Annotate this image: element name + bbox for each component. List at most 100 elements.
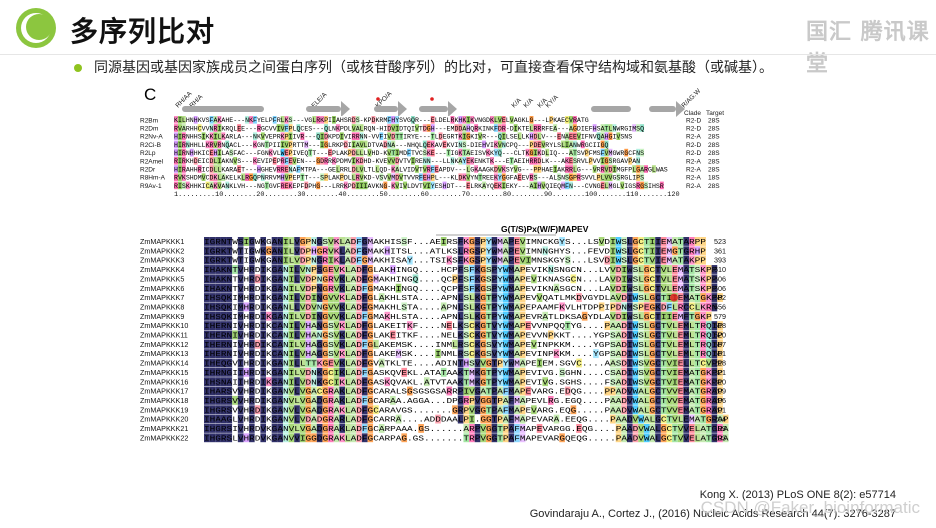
clade-label: R2-D — [686, 126, 701, 133]
seq-text: IHAKNTVHRDIKGANILVNPSGEVKLADFGLAKHINGQ..… — [204, 267, 718, 275]
seq-text: IGRNTWSIGWKGANILVGPNGSVKLADFGMAKHISSF...… — [204, 239, 707, 247]
col-header: Clade — [684, 110, 701, 117]
seq-text: IHAKNTVHRDIKGANILVDPNGRVKLADFGMAKHINGQ..… — [204, 276, 718, 284]
seq-text: RVARHHCVVNRIKRQLEE---RGCVVIVFPLQCES---QL… — [174, 125, 644, 132]
secondary-structure-arrows — [182, 97, 685, 117]
target-label: 28S — [708, 158, 720, 165]
seq-text: RISKHHKICAKVANKLVH---NGTGVFREKEPFDPHG---… — [174, 183, 664, 190]
clade-label: R2-A — [686, 167, 701, 174]
seq-name: ZmMAPKKK5 — [140, 274, 184, 283]
target-label: 28S — [708, 134, 720, 141]
seq-text: IHGRSIVHRDVKGANVLVGADGRAKLADFGCARPAAA.GS… — [204, 426, 729, 434]
seq-name: ZmMAPKKK19 — [140, 405, 188, 414]
seq-name: R9Av-1 — [140, 183, 162, 190]
seq-name: ZmMAPKKK7 — [140, 293, 184, 302]
panel-lower-alignment: ZmMAPKKK1 IGRNTWSIGWKGANILVGPNGSVKLADFGMA… — [140, 234, 729, 443]
clade-label: R2-D — [686, 150, 701, 157]
seq-name: ZmMAPKKK21 — [140, 424, 188, 433]
seq-length: 582 — [714, 293, 726, 302]
clade-label: R2-D — [686, 117, 701, 124]
structure-annotation: K/A — [510, 97, 523, 110]
col-header: Target — [706, 110, 724, 117]
seq-name: ZmMAPKKK6 — [140, 284, 184, 293]
seq-name: R2Amel — [140, 158, 164, 165]
seq-text: HIRNHHKICEHILASFAC---FGNKVLWEPIVEQTT---E… — [174, 150, 644, 157]
seq-name: R2Bm — [140, 117, 158, 124]
seq-length: 310 — [714, 377, 726, 386]
clade-label: R2-A — [686, 183, 701, 190]
clade-label: R2-A — [686, 158, 701, 165]
bullet-text: 同源基因或基因家族成员之间蛋白序列（或核苷酸序列）的比对，可直接查看保守结构域和… — [94, 60, 773, 76]
seq-length: 579 — [714, 312, 726, 321]
seq-length: 606 — [714, 274, 726, 283]
seq-text: HIRNHHLLKRVRNQACL---KGNTPIIIVPRTTM---IGL… — [174, 142, 609, 149]
motif-label: G(T/S)Px(W/F)MAPEV — [501, 224, 589, 234]
seq-length: 218 — [714, 359, 726, 368]
seq-name: ZmMAPKKK3 — [140, 256, 184, 265]
seq-name: ZmMAPKKK13 — [140, 349, 188, 358]
title-divider — [0, 54, 936, 55]
seq-length: 209 — [714, 387, 726, 396]
seq-text: IHERNIVHRDIKCANILVHANGSVKLADFGLAKEITKF..… — [204, 323, 724, 331]
seq-text: RIRKHDEICDLIAKNVS---KEVIPEPRFEVEN---GDRR… — [174, 158, 640, 165]
clade-label: R2-A — [686, 175, 701, 182]
clade-label: R2-A — [686, 134, 701, 141]
watermark-top: 国汇 腾讯课堂 — [806, 20, 930, 77]
ruler: 1.........10........20........30........… — [174, 191, 680, 198]
seq-length: 393 — [714, 256, 726, 265]
seq-text: IGRKTWTIGWKGANILVDPHGRVKLADFGMAKHITSL...… — [204, 248, 707, 256]
structure-annotation: R/AG.W — [680, 87, 702, 109]
seq-name: ZmMAPKKK18 — [140, 396, 188, 405]
seq-text: IGRKTWTIGWKGANILVDPNGRIKLADFGMAKHISAY...… — [204, 258, 707, 266]
seq-text: IHSQKIMHRDIKGANLLVDVNGVVKLADFGMAKHLSTA..… — [204, 304, 717, 312]
seq-text: IHGRSLVHRDVKGANVVIGGDGRAKLADFGCARPAG.GS.… — [204, 435, 729, 443]
seq-length: 199 — [714, 424, 726, 433]
target-label: 28S — [708, 126, 720, 133]
seq-text: IHAKNTVHRDIKGANILVDPNGRVKLADFGMAKHINGQ..… — [204, 286, 718, 294]
seq-length: 201 — [714, 405, 726, 414]
seq-text: IHSNAIIHRDIKGANILVDNKGCIKLADFGASKQVAKL.A… — [204, 379, 724, 387]
watermark-bottom: CSDN @Faker_bioinformatic — [700, 498, 920, 517]
seq-text: IHARSVVHRDIKGANVLVGACGRAKLADFGCARALSGSGS… — [204, 389, 724, 397]
citation-2: Govindaraju A., Cortez J., (2016) Nuclei… — [529, 508, 896, 520]
seq-length: 556 — [714, 302, 726, 311]
seq-text: IHRNGIIHRDIKGANILVDNKGCIKLADFGASKQVEKL.A… — [204, 370, 724, 378]
seq-name: ZmMAPKKK10 — [140, 321, 188, 330]
seq-name: ZmMAPKKK17 — [140, 387, 188, 396]
seq-text: HIRAHHRICDLLKARAET---HGHEVRRENAFMTPA---G… — [174, 166, 668, 173]
seq-name: ZmMAPKKK20 — [140, 415, 188, 424]
seq-name: ZmMAPKKK8 — [140, 302, 184, 311]
target-label: 18S — [708, 175, 720, 182]
logo-icon — [16, 8, 56, 48]
seq-length: 518 — [714, 321, 726, 330]
seq-text: IHGRSVVHRDIKGANVLVGADGRAKLADFGCARAVGS...… — [204, 407, 724, 415]
seq-name: ZmMAPKKK15 — [140, 368, 188, 377]
seq-length: 321 — [714, 368, 726, 377]
slide-title: 多序列比对 — [70, 15, 216, 48]
seq-text: RVKSHDMVCDKLAKELKLRGQPNRRVMHVPEPTT---SPL… — [174, 175, 644, 182]
seq-text: IHGRSVVHRDIKGANVLVGADGRAKLADFGCARAA.AGGA… — [204, 398, 724, 406]
bullet-icon — [74, 64, 82, 72]
seq-length: 203 — [714, 433, 726, 442]
seq-length: 557 — [714, 340, 726, 349]
target-label: 28S — [708, 183, 720, 190]
seq-length: 523 — [714, 237, 726, 246]
seq-length: 204 — [714, 415, 726, 424]
seq-name: ZmMAPKKK9 — [140, 312, 184, 321]
seq-text: IHERNIVHRDIKCANILVHAGGSVKLADFGLAKEMSK...… — [204, 342, 724, 350]
panel-c-letter: C — [144, 85, 156, 104]
seq-text: IHAAGLVHRDIKGANVLVDADGRARLADFGCARRA....A… — [204, 417, 729, 425]
seq-length: 520 — [714, 331, 726, 340]
target-label: 28S — [708, 150, 720, 157]
target-label: 28S — [708, 167, 720, 174]
citation-1: Kong X. (2013) PLoS ONE 8(2): e57714 — [699, 489, 896, 501]
seq-name: R2Dm — [140, 126, 158, 133]
seq-length: 606 — [714, 284, 726, 293]
seq-name: ZmMAPKKK1 — [140, 237, 184, 246]
seq-name: ZmMAPKKK4 — [140, 265, 184, 274]
seq-length: 561 — [714, 349, 726, 358]
seq-name: ZmMAPKKK16 — [140, 377, 188, 386]
seq-name: R2Lp — [140, 150, 156, 157]
seq-text: KILHNHKVSFAKAHE---NKFYELPFRLKS---VGLRKPI… — [174, 117, 589, 124]
